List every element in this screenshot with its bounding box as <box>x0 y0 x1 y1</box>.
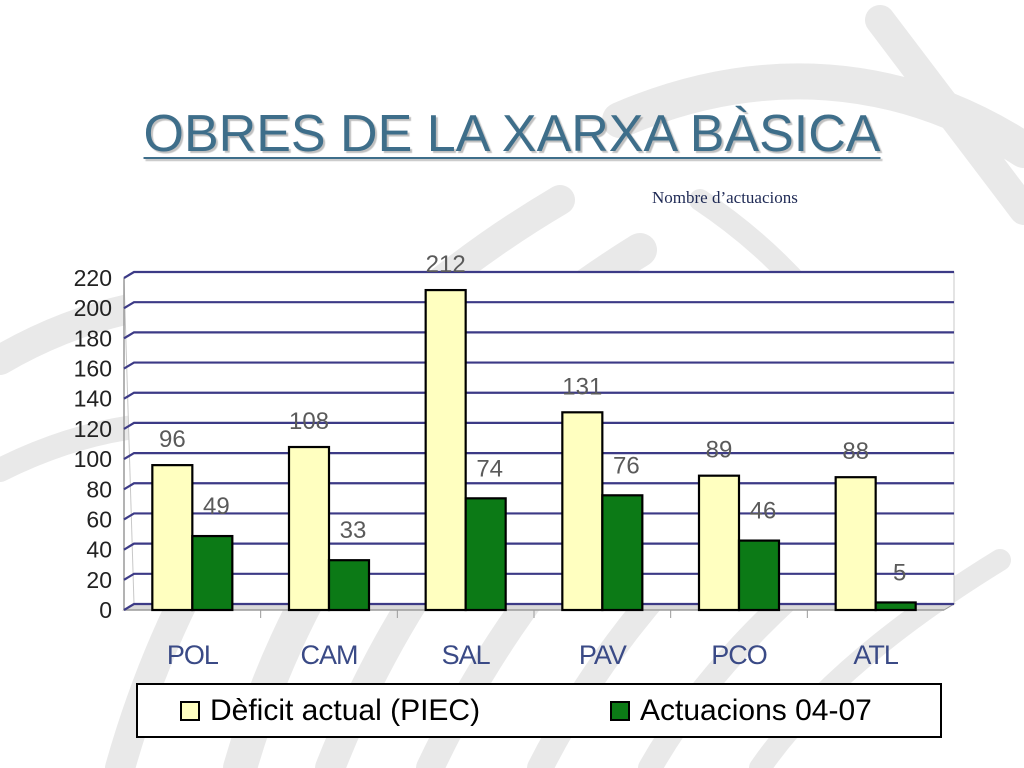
data-label: 5 <box>893 559 906 586</box>
y-tick-label: 120 <box>74 416 112 442</box>
x-axis: POL CAM SAL PAV PCO ATL <box>167 610 900 670</box>
bar-actuacions <box>601 494 644 612</box>
gridline <box>123 421 954 430</box>
data-label: 46 <box>750 498 777 525</box>
gridline <box>123 572 954 581</box>
y-tick-label: 40 <box>86 537 112 563</box>
x-tick-label: ATL <box>853 640 898 670</box>
x-tick-label: PAV <box>579 640 627 670</box>
chart-legend: Dèficit actual (PIEC) Actuacions 04-07 <box>136 683 942 738</box>
data-labels: 96 49 108 33 212 74 131 76 89 46 88 5 <box>159 251 906 586</box>
data-label: 89 <box>706 437 733 464</box>
data-label: 96 <box>159 426 186 453</box>
data-label: 74 <box>476 455 503 482</box>
y-axis: 0 20 40 60 80 100 120 140 160 180 200 220 <box>74 265 112 623</box>
data-label: 212 <box>426 251 466 278</box>
bar-actuacions <box>191 534 234 612</box>
gridline <box>123 361 954 370</box>
data-label: 88 <box>842 438 869 465</box>
legend-label-actuacions: Actuacions 04-07 <box>640 694 872 727</box>
bar-deficit <box>424 288 467 612</box>
y-tick-label: 80 <box>86 476 112 502</box>
gridlines <box>123 270 954 611</box>
bar-deficit <box>697 474 741 612</box>
y-tick-label: 20 <box>86 567 112 593</box>
bar-actuacions <box>464 497 507 612</box>
y-tick-label: 140 <box>74 386 112 412</box>
y-tick-label: 200 <box>74 295 112 321</box>
gridline <box>123 482 954 491</box>
legend-label-deficit: Dèficit actual (PIEC) <box>210 694 481 727</box>
gridline <box>123 331 954 340</box>
y-tick-label: 100 <box>74 446 112 472</box>
gridline <box>123 602 954 611</box>
bar-actuacions <box>327 559 371 612</box>
y-tick-label: 180 <box>74 325 112 351</box>
back-wall <box>123 271 955 605</box>
y-tick-label: 60 <box>86 506 112 532</box>
y-tick-label: 0 <box>99 597 112 623</box>
legend-item-actuacions: Actuacions 04-07 <box>610 694 872 728</box>
legend-item-deficit: Dèficit actual (PIEC) <box>180 694 480 728</box>
x-tick-label: CAM <box>301 640 358 670</box>
gridline <box>123 512 954 521</box>
bar-actuacions <box>737 539 781 612</box>
data-label: 108 <box>289 408 329 435</box>
x-tick-label: SAL <box>442 640 491 670</box>
slide-title: OBRES DE LA XARXA BÀSICA <box>143 105 881 163</box>
gridline <box>123 391 954 400</box>
data-label: 76 <box>613 452 640 479</box>
bars <box>151 288 917 612</box>
legend-swatch-deficit <box>180 701 200 721</box>
bar-deficit <box>287 445 331 612</box>
gridline <box>123 301 954 310</box>
gridline <box>123 270 954 279</box>
gridline <box>123 542 954 551</box>
bar-actuacions <box>874 601 917 612</box>
y-tick-label: 160 <box>74 356 112 382</box>
data-label: 49 <box>203 493 230 520</box>
bar-deficit <box>151 464 194 612</box>
x-tick-label: POL <box>167 640 219 670</box>
data-label: 33 <box>340 517 367 544</box>
y-tick-label: 220 <box>74 265 112 291</box>
data-label: 131 <box>562 373 602 400</box>
bar-deficit <box>834 476 877 612</box>
gridline <box>123 451 954 461</box>
x-tick-label: PCO <box>711 640 767 670</box>
bar-deficit <box>561 411 604 612</box>
plot-area-3d <box>122 271 956 611</box>
chart-subtitle: Nombre d’actuacions <box>652 188 798 207</box>
legend-swatch-actuacions <box>610 701 630 721</box>
